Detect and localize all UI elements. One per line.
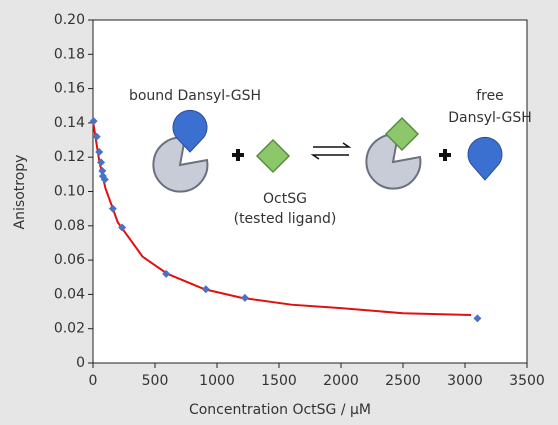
x-tick-label: 1000 [199,373,235,389]
octsg [255,138,291,174]
y-tick-label: 0.08 [54,218,85,234]
equilibrium-arrows [310,142,352,160]
annotation: free [476,88,504,104]
data-point [108,204,117,213]
x-tick-label: 2500 [385,373,421,389]
data-point [98,166,107,175]
y-tick-label: 0.20 [54,12,85,28]
data-point [95,148,104,157]
y-tick-label: 0.16 [54,81,85,97]
dansyl-gsh [467,136,503,181]
data-point [162,269,171,278]
y-tick-label: 0.18 [54,46,85,62]
data-point [240,293,249,302]
annotation: OctSG [263,191,307,207]
receptor [152,136,209,193]
data-point [97,158,106,167]
dansyl-gsh [172,109,208,153]
data-point [201,285,210,294]
y-tick-label: 0.04 [54,286,85,302]
x-axis-title: Concentration OctSG / μM [189,402,371,418]
y-axis-title: Anisotropy [12,155,28,230]
y-tick-label: 0 [76,355,85,371]
x-tick-label: 3500 [509,373,545,389]
y-tick-label: 0.02 [54,321,85,337]
y-tick-label: 0.12 [54,149,85,165]
data-point [89,117,98,126]
fit-line [92,121,472,316]
x-tick-label: 0 [89,373,98,389]
x-tick-label: 500 [142,373,169,389]
data-point [118,223,127,232]
annotation: (tested ligand) [234,211,337,227]
y-tick-label: 0.14 [54,115,85,131]
y-tick-label: 0.10 [54,184,85,200]
receptor [365,133,422,190]
data-point [100,175,109,184]
x-tick-label: 2000 [323,373,359,389]
annotation: Dansyl-GSH [448,110,532,126]
annotation: bound Dansyl-GSH [129,88,261,104]
y-tick-label: 0.06 [54,252,85,268]
plus [232,149,244,161]
x-tick-label: 3000 [447,373,483,389]
binding-diagram [152,109,503,193]
x-tick-label: 1500 [261,373,297,389]
plot-area [92,19,528,364]
plus [439,149,451,161]
data-point [92,132,101,141]
octsg [384,116,420,152]
data-point [473,314,482,323]
